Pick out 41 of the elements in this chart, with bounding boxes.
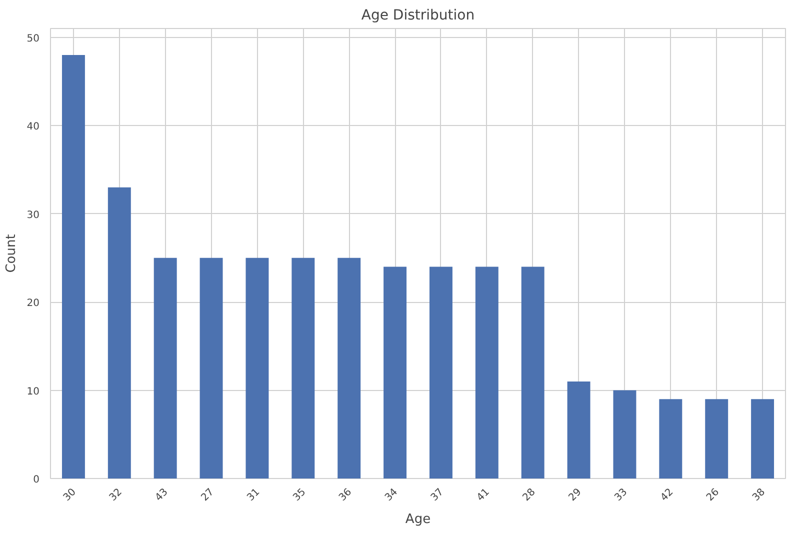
x-tick-label: 30: [62, 486, 78, 504]
x-tick-label: 33: [612, 486, 630, 504]
bar: [567, 381, 590, 478]
x-tick-label: 29: [566, 486, 584, 504]
y-tick-label: 20: [26, 298, 40, 310]
x-tick-label: 27: [199, 486, 216, 504]
bar: [338, 258, 361, 478]
y-axis-title: Count: [4, 234, 19, 273]
bar: [384, 266, 407, 478]
x-tick-label: 34: [383, 486, 400, 504]
bar: [521, 266, 544, 478]
y-tick-label: 40: [26, 122, 40, 133]
bar: [154, 258, 177, 478]
x-tick-label: 43: [154, 486, 170, 504]
bar: [429, 266, 452, 478]
bar: [613, 390, 636, 478]
x-tick-label: 42: [658, 486, 676, 504]
bar: [108, 187, 131, 478]
bar: [705, 399, 728, 478]
y-tick-label: 0: [33, 474, 40, 486]
x-tick-label: 36: [337, 486, 354, 504]
bar: [246, 258, 269, 478]
bar: [475, 266, 498, 478]
chart-title: Age Distribution: [361, 8, 475, 24]
bar: [200, 258, 223, 478]
x-axis-title: Age: [405, 512, 431, 528]
x-tick-label: 37: [429, 486, 446, 504]
bar: [659, 399, 682, 478]
x-tick-label: 38: [750, 486, 768, 504]
bar: [62, 54, 85, 478]
y-tick-label: 50: [26, 33, 40, 44]
x-tick-label: 26: [704, 486, 722, 504]
bar: [292, 258, 315, 478]
y-tick-label: 30: [26, 210, 40, 221]
x-tick-label: 28: [521, 486, 538, 504]
x-tick-label: 32: [108, 486, 124, 504]
x-tick-label: 31: [245, 486, 262, 504]
bar: [751, 399, 774, 478]
x-tick-label: 35: [291, 486, 308, 504]
y-tick-label: 10: [26, 386, 40, 398]
x-tick-label: 41: [475, 486, 492, 504]
